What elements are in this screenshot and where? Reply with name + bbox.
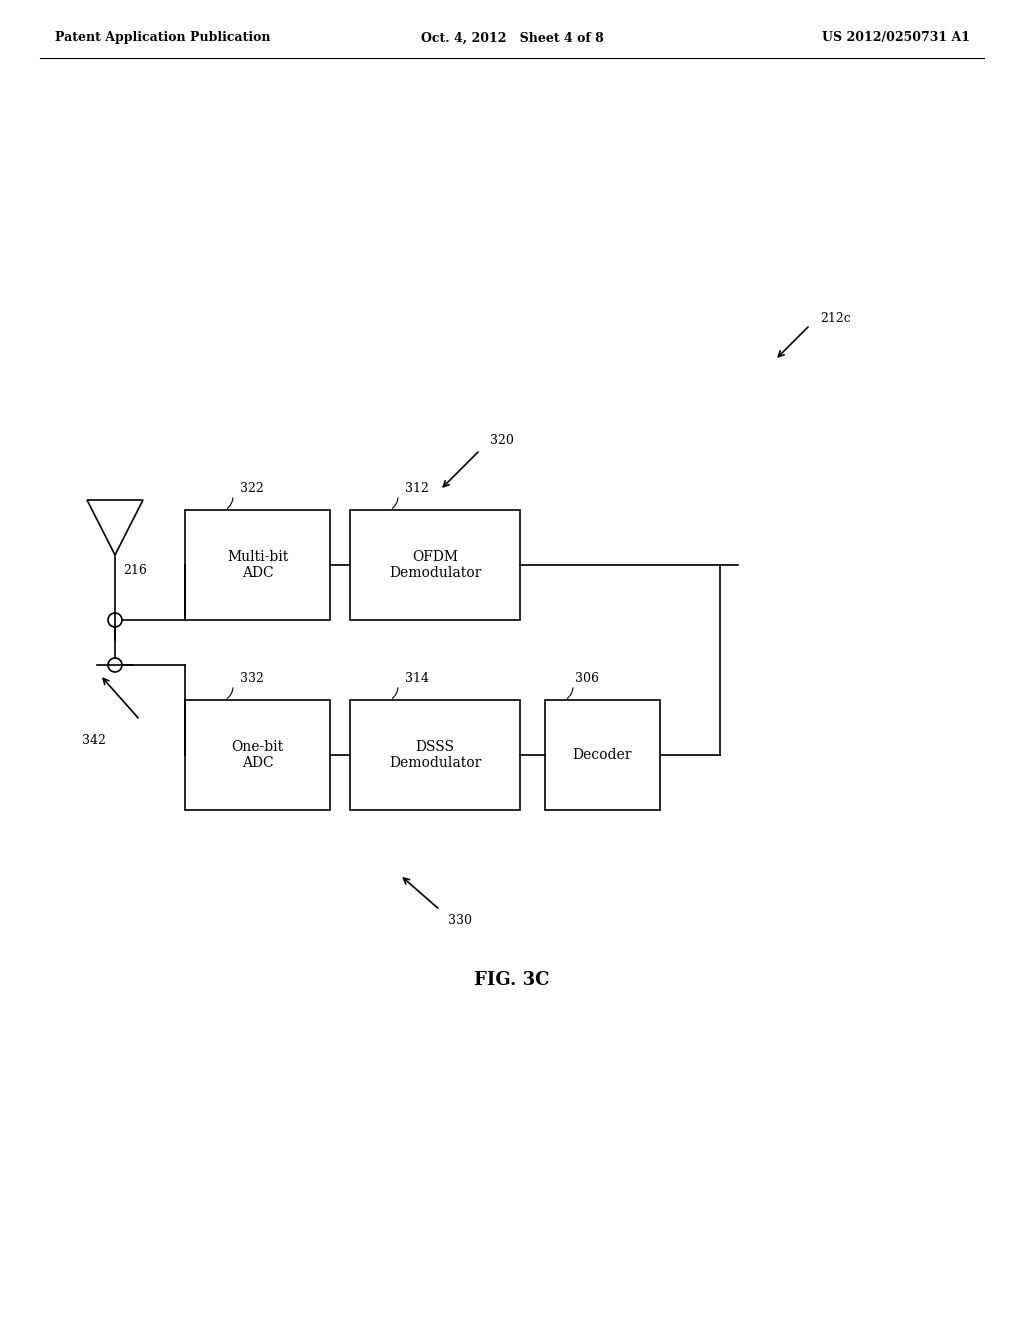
Text: 322: 322 (240, 482, 264, 495)
Text: 306: 306 (575, 672, 599, 685)
Text: 216: 216 (123, 564, 146, 577)
Text: Multi-bit
ADC: Multi-bit ADC (227, 550, 288, 579)
Text: DSSS
Demodulator: DSSS Demodulator (389, 741, 481, 770)
Text: Patent Application Publication: Patent Application Publication (55, 32, 270, 45)
Text: 342: 342 (82, 734, 105, 747)
Text: 314: 314 (406, 672, 429, 685)
Text: 212c: 212c (820, 312, 851, 325)
Text: 312: 312 (406, 482, 429, 495)
Text: One-bit
ADC: One-bit ADC (231, 741, 284, 770)
Text: 320: 320 (490, 433, 514, 446)
Text: 330: 330 (449, 913, 472, 927)
Text: 332: 332 (240, 672, 264, 685)
Text: Decoder: Decoder (572, 748, 632, 762)
Text: OFDM
Demodulator: OFDM Demodulator (389, 550, 481, 579)
Text: FIG. 3C: FIG. 3C (474, 972, 550, 989)
Text: US 2012/0250731 A1: US 2012/0250731 A1 (822, 32, 970, 45)
Text: Oct. 4, 2012   Sheet 4 of 8: Oct. 4, 2012 Sheet 4 of 8 (421, 32, 603, 45)
